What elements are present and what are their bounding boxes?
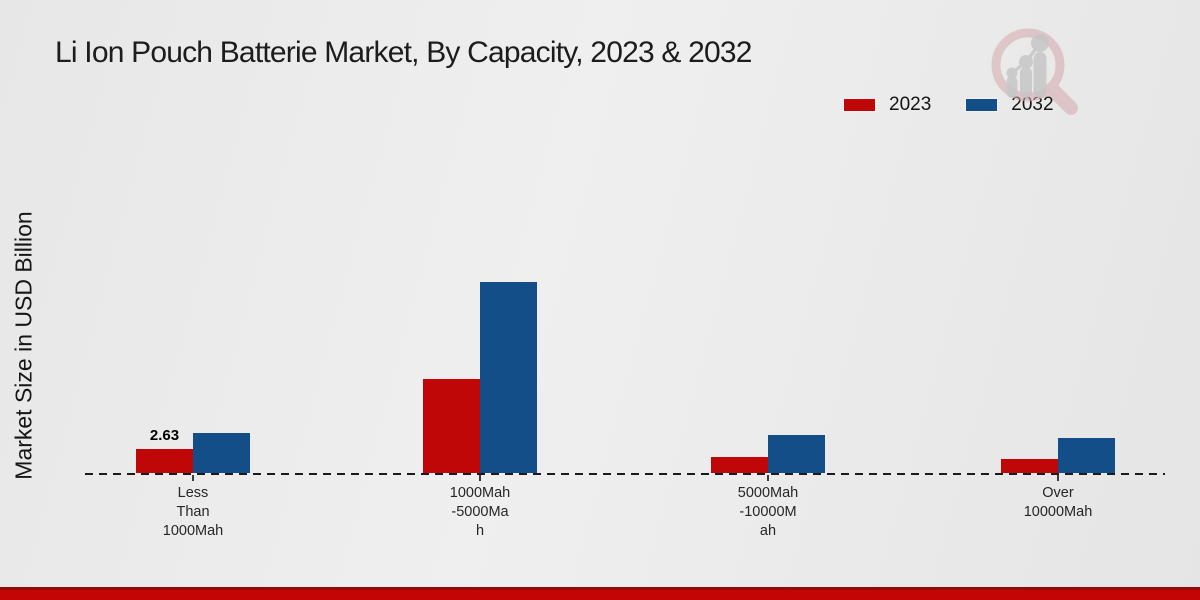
bar-2032-category-1 bbox=[480, 282, 537, 473]
x-axis-category-label-1: 1000Mah -5000Ma h bbox=[449, 485, 511, 539]
x-axis-tick-3 bbox=[1057, 475, 1059, 481]
legend-swatch-2023-icon bbox=[843, 98, 876, 112]
bar-2032-category-2 bbox=[768, 435, 825, 473]
chart-title: Li Ion Pouch Batterie Market, By Capacit… bbox=[55, 36, 752, 69]
x-axis-tick-0 bbox=[192, 475, 194, 481]
x-axis-category-label-0: Less Than 1000Mah bbox=[162, 485, 224, 539]
x-axis-dashed-baseline bbox=[85, 473, 1165, 475]
bar-2032-category-3 bbox=[1058, 438, 1115, 473]
legend-item-2023: 2023 bbox=[843, 94, 931, 116]
bar-2032-category-0 bbox=[193, 433, 250, 473]
legend-swatch-2032-icon bbox=[965, 98, 999, 112]
legend-label-2023: 2023 bbox=[889, 94, 932, 115]
footer-red-stripe bbox=[0, 587, 1200, 600]
bar-2023-category-1 bbox=[423, 379, 480, 473]
magnifier-bar-chart-logo-icon bbox=[991, 28, 1078, 115]
x-axis-tick-1 bbox=[479, 475, 481, 481]
bar-2023-category-0 bbox=[136, 449, 193, 473]
bar-2023-category-2 bbox=[711, 457, 768, 473]
x-axis-category-label-3: Over 10000Mah bbox=[1023, 485, 1093, 520]
x-axis-tick-2 bbox=[767, 475, 769, 481]
bar-2023-category-3 bbox=[1001, 459, 1058, 473]
bar-value-label-2023: 2.63 bbox=[149, 427, 180, 444]
x-axis-category-label-2: 5000Mah -10000M ah bbox=[737, 485, 799, 539]
